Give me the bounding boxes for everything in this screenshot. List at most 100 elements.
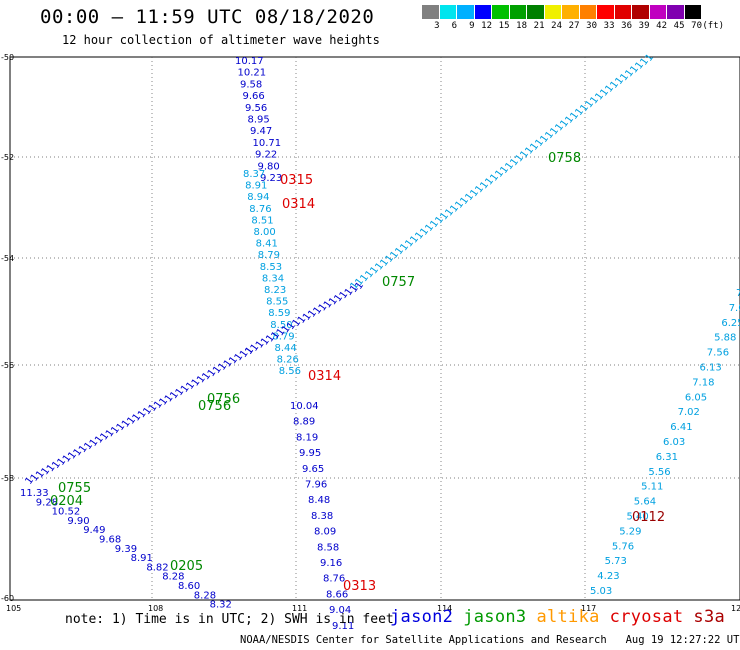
scale-label: 39: [638, 21, 650, 31]
wave-height-label: 6.31: [656, 452, 678, 463]
ascending-track-mark: 1: [418, 226, 431, 238]
ascending-track-mark: 1: [285, 320, 298, 332]
ascending-track-mark: 1: [254, 339, 267, 351]
wave-height-label: 8.91: [131, 553, 153, 564]
wave-height-label: 8.79: [272, 331, 294, 342]
ascending-track-mark: 1: [473, 184, 486, 196]
ascending-track-mark: 1: [538, 133, 551, 145]
scale-label: 42: [656, 21, 667, 31]
ascending-track-mark: 1: [120, 418, 133, 430]
wave-height-label: 4.23: [597, 571, 619, 582]
lat-tick-label: -56: [1, 361, 14, 370]
map-frame: [9, 56, 740, 601]
wave-height-label: 5.64: [634, 497, 656, 508]
ascending-track-mark: 1: [348, 280, 361, 292]
scale-swatch: [527, 5, 545, 19]
scale-swatch: [649, 5, 667, 19]
ascending-track-mark: 1: [77, 443, 90, 455]
lon-tick-label: 108: [148, 604, 163, 613]
ascending-track-mark: 1: [598, 87, 611, 99]
ascending-track-mark: 1: [249, 342, 262, 354]
wave-height-label: 8.51: [251, 215, 273, 226]
wave-height-label: 8.58: [317, 542, 339, 553]
ascending-track-mark: 1: [45, 463, 58, 475]
ascending-track-mark: 1: [40, 466, 53, 478]
wave-height-label: 11.33: [20, 488, 49, 499]
ascending-track-mark: 1: [448, 203, 461, 215]
scale-swatch: [579, 5, 597, 19]
wave-height-label: 5.76: [612, 541, 634, 552]
scale-swatch: [474, 5, 492, 19]
wave-height-label: 8.76: [323, 574, 345, 585]
ascending-track-mark: 1: [211, 364, 224, 376]
ascending-track-mark: 1: [179, 383, 192, 395]
ascending-track-mark: 1: [628, 64, 641, 76]
ascending-track-mark: 1: [403, 238, 416, 250]
ascending-track-mark: 1: [433, 214, 446, 226]
wave-height-label: 9.11: [332, 621, 354, 632]
ascending-track-mark: 1: [152, 399, 165, 411]
ascending-track-mark: 1: [270, 330, 283, 342]
wave-height-label: 8.50: [270, 320, 292, 331]
legend-item-s3a: s3a: [693, 607, 726, 627]
ascending-track-mark: 1: [533, 137, 546, 149]
pass-time-label: 0205: [170, 559, 203, 574]
pass-time-label: 0757: [382, 275, 415, 290]
scale-label: 3: [434, 21, 440, 31]
ascending-track-mark: 1: [478, 180, 491, 192]
ascending-track-mark: 1: [275, 327, 288, 339]
wave-height-label: 8.53: [260, 262, 282, 273]
ascending-track-mark: 1: [168, 390, 181, 402]
wave-height-label: 8.38: [311, 511, 333, 522]
ascending-track-mark: 1: [488, 172, 501, 184]
wave-height-label: 5.03: [590, 586, 612, 597]
wave-height-label: 9.66: [243, 91, 265, 102]
lat-tick-label: -58: [1, 474, 14, 483]
ascending-track-mark: 1: [508, 157, 521, 169]
ascending-track-mark: 1: [623, 68, 636, 80]
wave-height-label: 8.59: [268, 308, 290, 319]
page-title: 00:00 – 11:59 UTC 08/18/2020: [40, 6, 375, 28]
ascending-track-mark: 1: [23, 475, 36, 487]
ascending-track-mark: 1: [613, 75, 626, 87]
lat-tick-label: -60: [1, 594, 14, 603]
ascending-track-mark: 1: [463, 191, 476, 203]
scale-label: 45: [673, 21, 685, 31]
legend-item-jason3: jason3: [463, 607, 527, 627]
ascending-track-mark: 1: [518, 149, 531, 161]
scale-label: 9: [469, 21, 475, 31]
ascending-track-mark: 1: [306, 308, 319, 320]
ascending-track-mark: 1: [312, 305, 325, 317]
wave-height-label: 9.80: [258, 161, 280, 172]
ascending-track-mark: 1: [578, 102, 591, 114]
ascending-track-mark: 1: [136, 409, 149, 421]
ascending-track-mark: 1: [66, 450, 79, 462]
ascending-track-mark: 1: [558, 118, 571, 130]
wave-height-label: 7.96: [305, 480, 327, 491]
wave-height-label: 8.44: [275, 343, 297, 354]
ascending-track-mark: 1: [483, 176, 496, 188]
ascending-track-mark: 1: [493, 168, 506, 180]
legend-item-jason2: jason2: [390, 607, 454, 627]
wave-height-label: 8.28: [162, 572, 184, 583]
ascending-track-mark: 1: [104, 428, 117, 440]
ascending-track-mark: 1: [195, 374, 208, 386]
pass-time-label: 0313: [343, 579, 376, 594]
ascending-track-mark: 1: [243, 345, 256, 357]
wave-height-label: 5.56: [648, 467, 670, 478]
wave-height-label: 5.73: [605, 556, 627, 567]
scale-swatch: [457, 5, 475, 19]
wave-height-label: 8.95: [248, 115, 270, 126]
wave-height-label: 9.23: [260, 173, 282, 184]
ascending-track-mark: 1: [82, 440, 95, 452]
scale-swatch: [439, 5, 457, 19]
ascending-track-mark: 1: [498, 164, 511, 176]
ascending-track-mark: 1: [34, 469, 47, 481]
wave-height-label: 9.04: [329, 605, 351, 616]
scale-label: 30: [586, 21, 597, 31]
ascending-track-mark: 1: [174, 386, 187, 398]
ascending-track-mark: 1: [528, 141, 541, 153]
ascending-track-mark: 1: [322, 299, 335, 311]
ascending-track-mark: 1: [603, 83, 616, 95]
wave-height-label: 8.94: [247, 192, 269, 203]
